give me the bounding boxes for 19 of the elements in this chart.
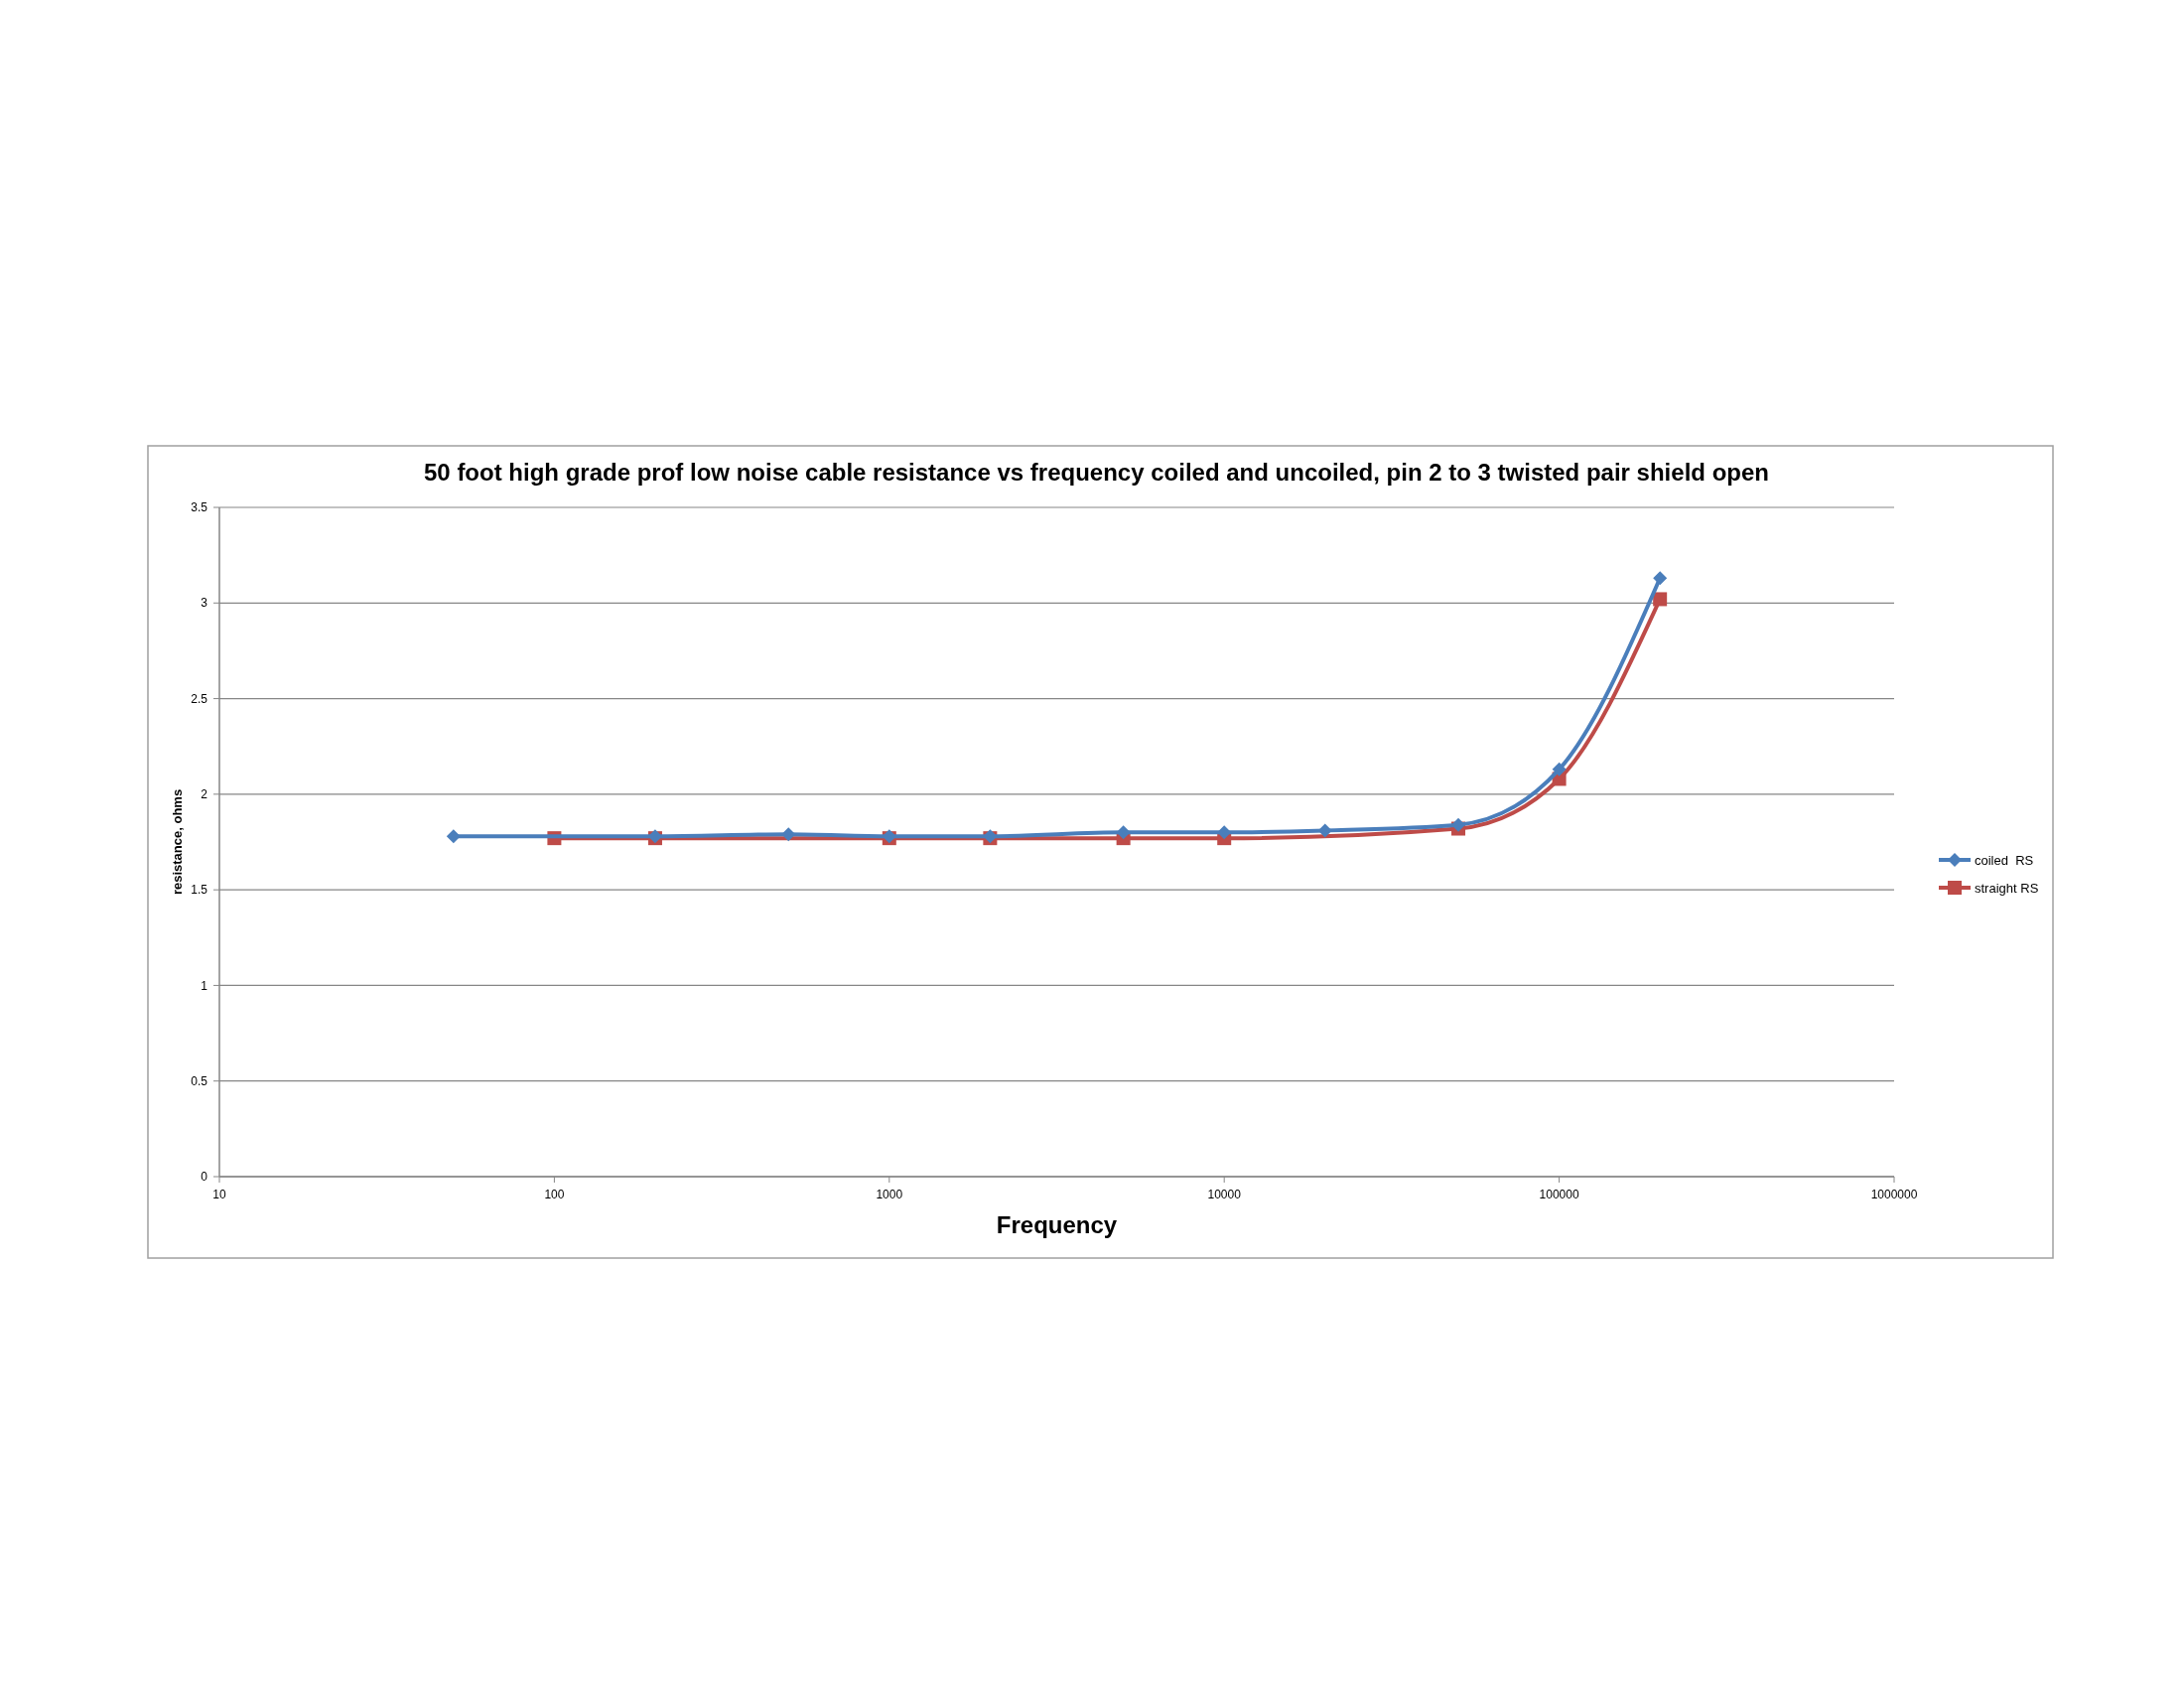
- y-tick-label: 1: [201, 978, 208, 993]
- y-tick-label: 2.5: [191, 691, 208, 706]
- x-tick-label: 1000: [876, 1188, 903, 1201]
- x-tick-label: 100000: [1539, 1188, 1579, 1201]
- x-axis-title: Frequency: [996, 1211, 1118, 1238]
- y-axis-title: resistance, ohms: [170, 788, 185, 896]
- x-tick-label: 100: [544, 1188, 565, 1201]
- chart-title: 50 foot high grade prof low noise cable resistance vs frequency coiled and uncoiled, pin 2 to 3 twisted pair shield open: [424, 459, 1769, 486]
- y-tick-label: 3.5: [191, 500, 208, 515]
- y-tick-label: 2: [201, 787, 208, 802]
- x-tick-label: 10: [212, 1188, 226, 1201]
- legend-label: straight RS: [1975, 880, 2039, 896]
- x-tick-label: 1000000: [1870, 1188, 1918, 1201]
- x-tick-label: 10000: [1207, 1188, 1242, 1201]
- y-tick-label: 0: [201, 1170, 208, 1185]
- y-tick-label: 3: [201, 596, 208, 611]
- y-tick-label: 1.5: [191, 883, 208, 898]
- y-tick-label: 0.5: [191, 1073, 208, 1088]
- legend-label: coiled RS: [1975, 852, 2034, 868]
